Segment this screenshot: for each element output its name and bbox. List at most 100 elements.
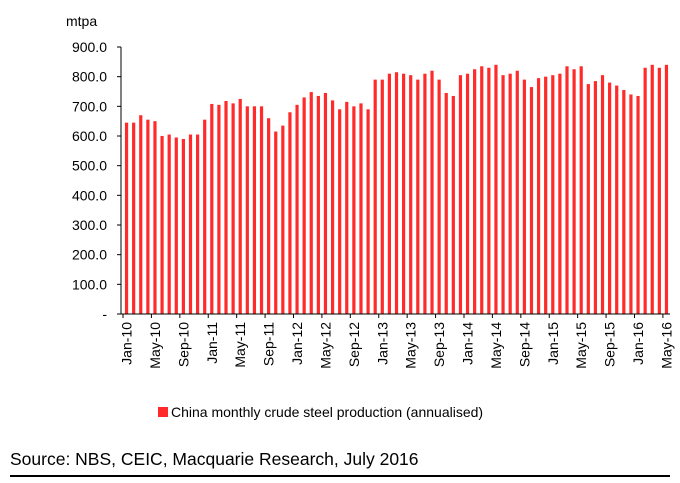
- bar: [259, 106, 264, 314]
- bar: [480, 66, 484, 314]
- y-tick-label: 200.0: [72, 247, 107, 263]
- bar: [238, 98, 242, 314]
- bar: [345, 101, 349, 314]
- bar: [473, 69, 477, 314]
- bar: [608, 82, 612, 314]
- x-tick-label: Sep-11: [261, 322, 277, 366]
- y-tick-label: 900.0: [72, 39, 107, 55]
- bar: [515, 70, 519, 314]
- bar: [615, 85, 619, 314]
- bar: [252, 106, 257, 314]
- bar: [330, 100, 335, 315]
- bar: [522, 79, 526, 314]
- x-tick-label: May-10: [147, 322, 163, 369]
- bar: [650, 64, 654, 314]
- bar: [203, 119, 207, 315]
- legend: China monthly crude steel production (an…: [158, 404, 483, 420]
- y-tick-label: 100.0: [72, 276, 107, 292]
- x-tick-label: May-11: [232, 322, 248, 368]
- bar: [366, 109, 370, 314]
- bar: [544, 76, 548, 314]
- bar: [188, 134, 193, 314]
- bar: [338, 109, 342, 314]
- x-tick-label: Sep-10: [175, 322, 191, 367]
- bar: [572, 69, 576, 314]
- bar: [195, 134, 200, 314]
- bar: [153, 121, 157, 314]
- bar: [643, 67, 647, 315]
- bar: [302, 97, 306, 315]
- x-tick-label: Sep-12: [346, 322, 362, 367]
- bar: [416, 79, 420, 314]
- bar: [295, 104, 299, 314]
- x-tick-label: Jan-15: [545, 322, 561, 365]
- bar: [245, 106, 249, 314]
- bar-series: [124, 64, 669, 315]
- y-tick-label: -: [102, 306, 107, 322]
- x-axis: Jan-10 May-10 Sep-10 Jan-11 May-11 Sep-11 Jan-…: [119, 313, 674, 369]
- bar: [501, 75, 505, 315]
- y-tick-label: 500.0: [72, 158, 107, 174]
- bar: [508, 73, 512, 314]
- bar: [593, 81, 598, 315]
- bar: [323, 92, 328, 314]
- bar: [558, 73, 562, 314]
- x-tick-label: Sep-15: [602, 322, 618, 367]
- bar: [487, 67, 491, 315]
- source-note: Source: NBS, CEIC, Macquarie Research, J…: [10, 449, 419, 469]
- legend-swatch: [158, 407, 168, 417]
- bar: [529, 87, 534, 314]
- bar: [274, 131, 278, 314]
- bar: [309, 92, 313, 314]
- bar: [288, 112, 292, 315]
- bar: [359, 103, 363, 315]
- x-tick-label: Jan-11: [204, 322, 220, 364]
- x-tick-label: May-15: [573, 322, 589, 369]
- bar: [465, 73, 470, 314]
- y-tick-label: 400.0: [72, 187, 107, 203]
- x-tick-label: May-12: [317, 322, 333, 369]
- bar: [458, 75, 463, 315]
- x-tick-label: May-16: [658, 322, 674, 369]
- bar: [210, 103, 214, 315]
- bar: [181, 138, 185, 314]
- bar: [636, 95, 640, 314]
- bar: [402, 73, 406, 314]
- x-tick-label: Sep-13: [431, 322, 447, 367]
- bar: [565, 66, 569, 314]
- bar: [394, 72, 399, 314]
- x-tick-label: May-14: [488, 322, 504, 369]
- bar: [316, 95, 320, 314]
- bar: [146, 119, 150, 315]
- bar: [622, 90, 626, 315]
- x-tick-label: Jan-13: [374, 322, 390, 365]
- bar: [380, 79, 384, 314]
- bar: [423, 73, 427, 314]
- x-tick-label: Jan-10: [119, 322, 135, 365]
- bar: [586, 84, 590, 314]
- y-axis: - 100.0 200.0 300.0 400.0 500.0 600.0 700.0 800.…: [72, 39, 122, 322]
- bar: [174, 137, 178, 314]
- y-axis-unit-label: mtpa: [66, 13, 97, 29]
- y-tick-label: 300.0: [72, 217, 107, 233]
- bar: [664, 64, 669, 314]
- bar: [657, 67, 661, 315]
- x-tick-label: May-13: [403, 322, 419, 369]
- bar: [124, 122, 129, 315]
- y-tick-label: 700.0: [72, 98, 107, 114]
- bar: [494, 64, 498, 314]
- bar: [267, 118, 271, 314]
- bar: [437, 79, 441, 314]
- bar: [373, 79, 377, 314]
- y-tick-label: 800.0: [72, 69, 107, 85]
- bar: [409, 75, 413, 315]
- bar: [139, 115, 143, 314]
- bar: [629, 94, 633, 314]
- y-tick-label: 600.0: [72, 128, 107, 144]
- x-tick-label: Jan-12: [289, 322, 305, 365]
- bar: [600, 75, 605, 315]
- bar: [536, 78, 541, 315]
- bar: [451, 95, 455, 314]
- legend-label: China monthly crude steel production (an…: [171, 404, 484, 420]
- bar: [430, 70, 434, 314]
